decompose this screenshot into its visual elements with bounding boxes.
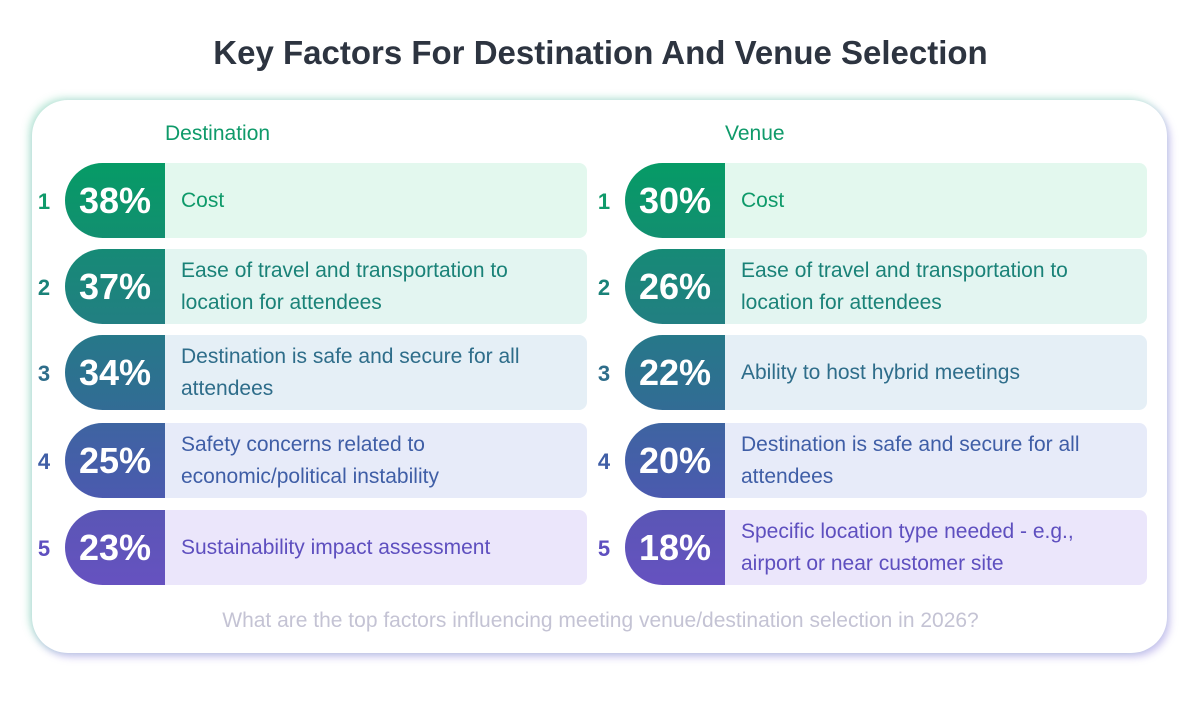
factor-label: Destination is safe and secure for all a… [725, 423, 1147, 498]
factor-label: Ability to host hybrid meetings [725, 335, 1147, 410]
factor-row: 4 20% Destination is safe and secure for… [592, 423, 1147, 498]
rank-number: 5 [597, 536, 611, 561]
factor-label: Cost [165, 163, 587, 238]
factor-label: Ease of travel and transportation to loc… [725, 249, 1147, 324]
footnote: What are the top factors influencing mee… [222, 609, 979, 632]
percent-pill: 30% [625, 163, 725, 238]
percent-pill: 18% [625, 510, 725, 585]
rank-number: 1 [37, 189, 51, 214]
percent-pill: 20% [625, 423, 725, 498]
factor-row: 3 22% Ability to host hybrid meetings [592, 335, 1147, 410]
factor-label: Destination is safe and secure for all a… [165, 335, 587, 410]
rank-number: 1 [597, 189, 611, 214]
column-header-venue: Venue [725, 122, 785, 145]
factor-label: Safety concerns related to economic/poli… [165, 423, 587, 498]
percent-pill: 38% [65, 163, 165, 238]
percent-pill: 37% [65, 249, 165, 324]
factor-row: 1 30% Cost [592, 163, 1147, 238]
factor-label: Sustainability impact assessment [165, 510, 587, 585]
factor-label: Specific location type needed - e.g., ai… [725, 510, 1147, 585]
page-title: Key Factors For Destination And Venue Se… [213, 34, 988, 71]
rank-number: 2 [597, 275, 611, 300]
factor-row: 5 18% Specific location type needed - e.… [592, 510, 1147, 585]
factor-row: 2 26% Ease of travel and transportation … [592, 249, 1147, 324]
rank-number: 3 [597, 361, 611, 386]
factor-row: 2 37% Ease of travel and transportation … [32, 249, 587, 324]
factor-row: 5 23% Sustainability impact assessment [32, 510, 587, 585]
factor-row: 1 38% Cost [32, 163, 587, 238]
factor-row: 3 34% Destination is safe and secure for… [32, 335, 587, 410]
percent-pill: 23% [65, 510, 165, 585]
rank-number: 4 [597, 449, 611, 474]
rank-number: 2 [37, 275, 51, 300]
percent-pill: 25% [65, 423, 165, 498]
rank-number: 4 [37, 449, 51, 474]
percent-pill: 26% [625, 249, 725, 324]
factor-label: Ease of travel and transportation to loc… [165, 249, 587, 324]
rank-number: 3 [37, 361, 51, 386]
rank-number: 5 [37, 536, 51, 561]
percent-pill: 22% [625, 335, 725, 410]
factor-label: Cost [725, 163, 1147, 238]
percent-pill: 34% [65, 335, 165, 410]
column-header-destination: Destination [165, 122, 271, 145]
factor-row: 4 25% Safety concerns related to economi… [32, 423, 587, 498]
